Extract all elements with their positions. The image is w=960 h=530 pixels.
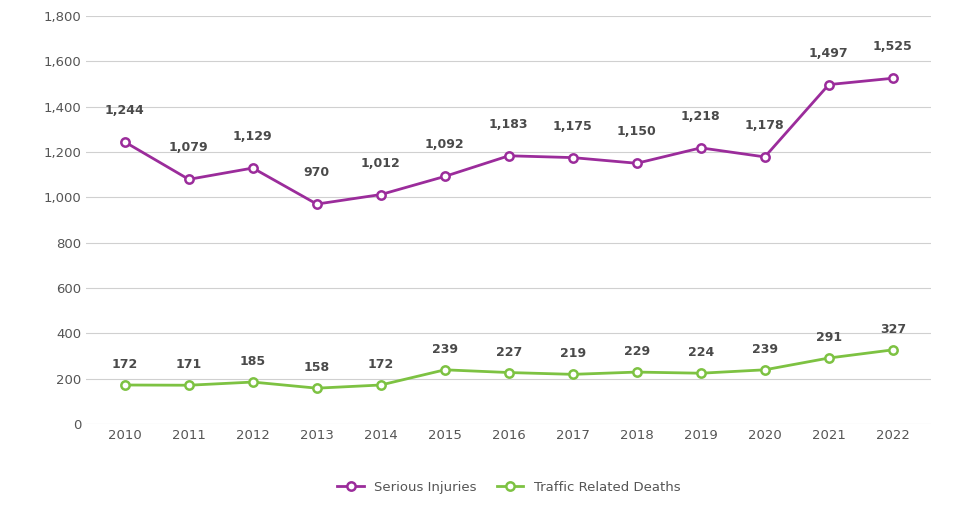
Traffic Related Deaths — [695, 370, 707, 376]
Serious Injuries — [119, 139, 131, 145]
Traffic Related Deaths — [183, 382, 195, 388]
Text: 219: 219 — [560, 348, 586, 360]
Text: 1,244: 1,244 — [105, 104, 145, 117]
Traffic Related Deaths — [631, 369, 642, 375]
Traffic Related Deaths — [439, 367, 450, 373]
Traffic Related Deaths — [823, 355, 834, 361]
Serious Injuries — [567, 154, 579, 161]
Line: Serious Injuries: Serious Injuries — [121, 74, 897, 208]
Text: 327: 327 — [879, 323, 906, 336]
Text: 1,218: 1,218 — [681, 110, 721, 123]
Text: 239: 239 — [432, 343, 458, 356]
Text: 1,012: 1,012 — [361, 156, 400, 170]
Text: 1,129: 1,129 — [233, 130, 273, 143]
Serious Injuries — [887, 75, 899, 82]
Text: 172: 172 — [368, 358, 394, 371]
Traffic Related Deaths — [375, 382, 387, 388]
Text: 171: 171 — [176, 358, 202, 372]
Text: 1,183: 1,183 — [489, 118, 529, 131]
Serious Injuries — [503, 153, 515, 159]
Text: 1,175: 1,175 — [553, 120, 592, 132]
Text: 1,497: 1,497 — [809, 47, 849, 59]
Text: 1,079: 1,079 — [169, 142, 208, 154]
Serious Injuries — [759, 154, 771, 160]
Text: 970: 970 — [303, 166, 330, 179]
Line: Traffic Related Deaths: Traffic Related Deaths — [121, 346, 897, 392]
Text: 229: 229 — [624, 345, 650, 358]
Traffic Related Deaths — [119, 382, 131, 388]
Serious Injuries — [439, 173, 450, 180]
Serious Injuries — [823, 82, 834, 88]
Traffic Related Deaths — [311, 385, 323, 391]
Text: 158: 158 — [303, 361, 330, 374]
Text: 227: 227 — [495, 346, 522, 359]
Serious Injuries — [183, 176, 195, 182]
Legend: Serious Injuries, Traffic Related Deaths: Serious Injuries, Traffic Related Deaths — [332, 475, 685, 499]
Serious Injuries — [311, 201, 323, 207]
Traffic Related Deaths — [503, 369, 515, 376]
Serious Injuries — [631, 160, 642, 166]
Serious Injuries — [375, 191, 387, 198]
Serious Injuries — [695, 145, 707, 151]
Text: 172: 172 — [111, 358, 138, 371]
Text: 224: 224 — [687, 346, 714, 359]
Traffic Related Deaths — [759, 367, 771, 373]
Text: 185: 185 — [240, 355, 266, 368]
Traffic Related Deaths — [567, 371, 579, 377]
Text: 1,092: 1,092 — [425, 138, 465, 152]
Text: 1,150: 1,150 — [617, 125, 657, 138]
Text: 291: 291 — [816, 331, 842, 344]
Traffic Related Deaths — [247, 379, 258, 385]
Traffic Related Deaths — [887, 347, 899, 353]
Text: 1,525: 1,525 — [873, 40, 913, 53]
Text: 1,178: 1,178 — [745, 119, 784, 132]
Serious Injuries — [247, 165, 258, 171]
Text: 239: 239 — [752, 343, 778, 356]
